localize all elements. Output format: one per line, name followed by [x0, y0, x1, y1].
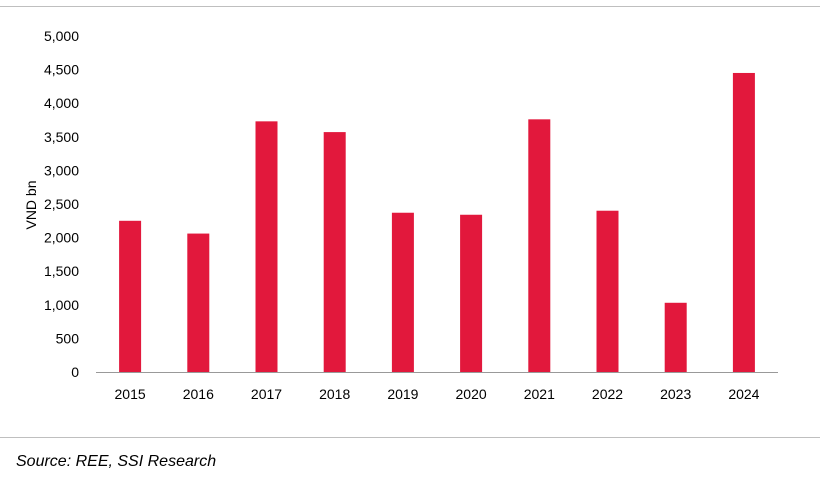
bars [119, 72, 755, 373]
x-axis: 2015 2016 2017 2018 2019 2020 2021 2022 2023 2024 [96, 372, 778, 402]
x-tick-label: 2017 [251, 386, 282, 402]
y-tick-label: 2,000 [44, 230, 79, 246]
bar-2017 [255, 121, 278, 373]
x-tick-label: 2020 [456, 386, 487, 402]
x-tick-label: 2016 [183, 386, 214, 402]
y-tick-label: 1,000 [44, 297, 79, 313]
y-axis: 0 500 1,000 1,500 2,000 2,500 3,000 3,500 4,000 4… [44, 28, 79, 380]
x-tick-label: 2019 [387, 386, 418, 402]
bar-2016 [187, 233, 210, 372]
y-tick-label: 4,500 [44, 62, 79, 78]
y-tick-label: 0 [71, 364, 79, 380]
bar-2021 [528, 119, 551, 372]
source-note: Source: REE, SSI Research [16, 453, 217, 470]
y-tick-label: 3,500 [44, 129, 79, 145]
y-tick-label: 4,000 [44, 95, 79, 111]
y-tick-label: 1,500 [44, 263, 79, 279]
y-tick-label: 2,500 [44, 196, 79, 212]
bar-2024 [732, 72, 755, 373]
bar-2015 [119, 220, 142, 372]
y-tick-label: 500 [56, 330, 80, 346]
x-tick-label: 2022 [592, 386, 623, 402]
bar-2022 [596, 210, 619, 372]
y-tick-label: 5,000 [44, 28, 79, 44]
x-tick-label: 2018 [319, 386, 350, 402]
bar-2019 [391, 212, 414, 372]
bottom-divider [0, 437, 820, 438]
bar-2018 [323, 132, 346, 372]
top-divider [0, 6, 820, 7]
bar-2020 [460, 214, 483, 372]
x-tick-label: 2024 [728, 386, 759, 402]
y-axis-label: VND bn [23, 180, 39, 229]
x-tick-label: 2021 [524, 386, 555, 402]
y-tick-label: 3,000 [44, 162, 79, 178]
bar-chart: 0 500 1,000 1,500 2,000 2,500 3,000 3,500 4,000 4… [23, 28, 778, 402]
x-tick-label: 2023 [660, 386, 691, 402]
x-tick-label: 2015 [115, 386, 146, 402]
bar-2023 [664, 302, 687, 372]
